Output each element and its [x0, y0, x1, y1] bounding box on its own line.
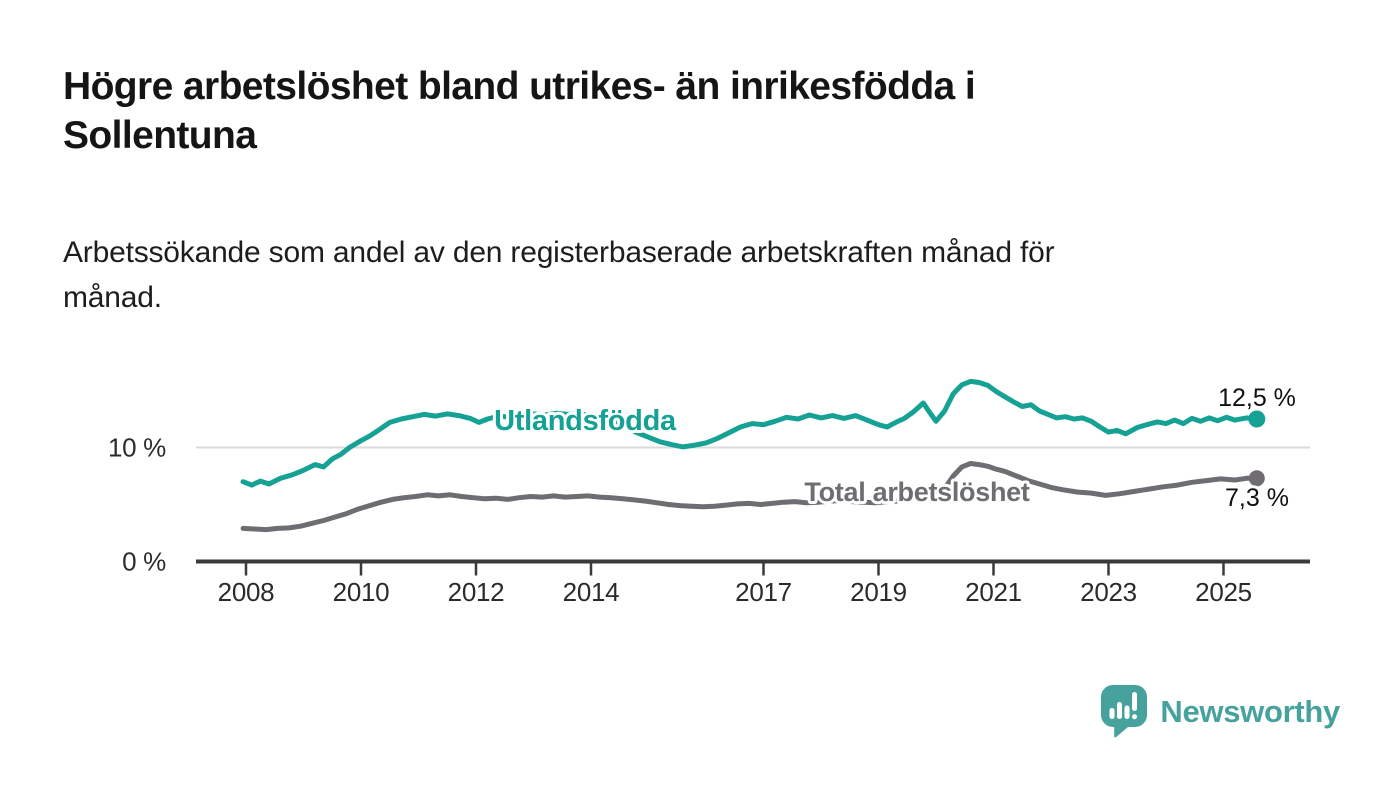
speech-bubble-shape — [1101, 685, 1148, 738]
newsworthy-wordmark: Newsworthy — [1160, 693, 1340, 729]
utlandsfodda-line — [240, 378, 1260, 488]
page-subtitle: Arbetssökande som andel av den registerb… — [63, 230, 1263, 320]
logo-exclamation-dot — [1132, 714, 1138, 720]
x-tick-label-2023: 2023 — [1080, 577, 1137, 607]
page-subtitle-line-1: Arbetssökande som andel av den registerb… — [63, 236, 1055, 269]
x-tick-label-2025: 2025 — [1195, 577, 1252, 607]
unemployment-line-chart: 2008 2010 2012 2014 2017 2019 2021 2023 2025 0 % 1… — [108, 378, 1310, 607]
newsworthy-attribution: Newsworthy — [1101, 685, 1340, 738]
total-arbetsloshet-series-label: Total arbetslöshet — [804, 477, 1029, 507]
x-tick-label-2010: 2010 — [333, 577, 390, 607]
x-tick-label-2014: 2014 — [563, 577, 620, 607]
page-title-line-1: Högre arbetslöshet bland utrikes- än inr… — [63, 65, 976, 108]
x-tick-label-2008: 2008 — [218, 577, 275, 607]
x-tick-label-2021: 2021 — [965, 577, 1022, 607]
y-tick-label-0-pct: 0 % — [122, 547, 166, 577]
logo-exclamation-bar — [1132, 692, 1138, 711]
logo-bar-2 — [1117, 702, 1123, 719]
page-subtitle-line-2: månad. — [63, 281, 162, 314]
total-arbetsloshet-line — [240, 461, 1260, 533]
utlandsfodda-end-value-label: 12,5 % — [1218, 384, 1296, 412]
x-tick-label-2017: 2017 — [735, 577, 792, 607]
page-title-line-2: Sollentuna — [63, 114, 257, 157]
y-tick-label-10-pct: 10 % — [108, 433, 166, 463]
x-tick-label-2019: 2019 — [850, 577, 907, 607]
utlandsfodda-end-dot — [1248, 410, 1266, 428]
page-title: Högre arbetslöshet bland utrikes- än inr… — [63, 62, 1263, 160]
x-tick-label-2012: 2012 — [448, 577, 505, 607]
total-arbetsloshet-end-value-label: 7,3 % — [1225, 484, 1289, 512]
logo-bar-3 — [1124, 705, 1130, 719]
logo-bar-1 — [1109, 708, 1115, 719]
newsworthy-logo-icon — [1101, 685, 1148, 738]
total-arbetsloshet-end-dot — [1248, 470, 1265, 487]
utlandsfodda-series-label: Utlandsfödda — [494, 405, 677, 437]
